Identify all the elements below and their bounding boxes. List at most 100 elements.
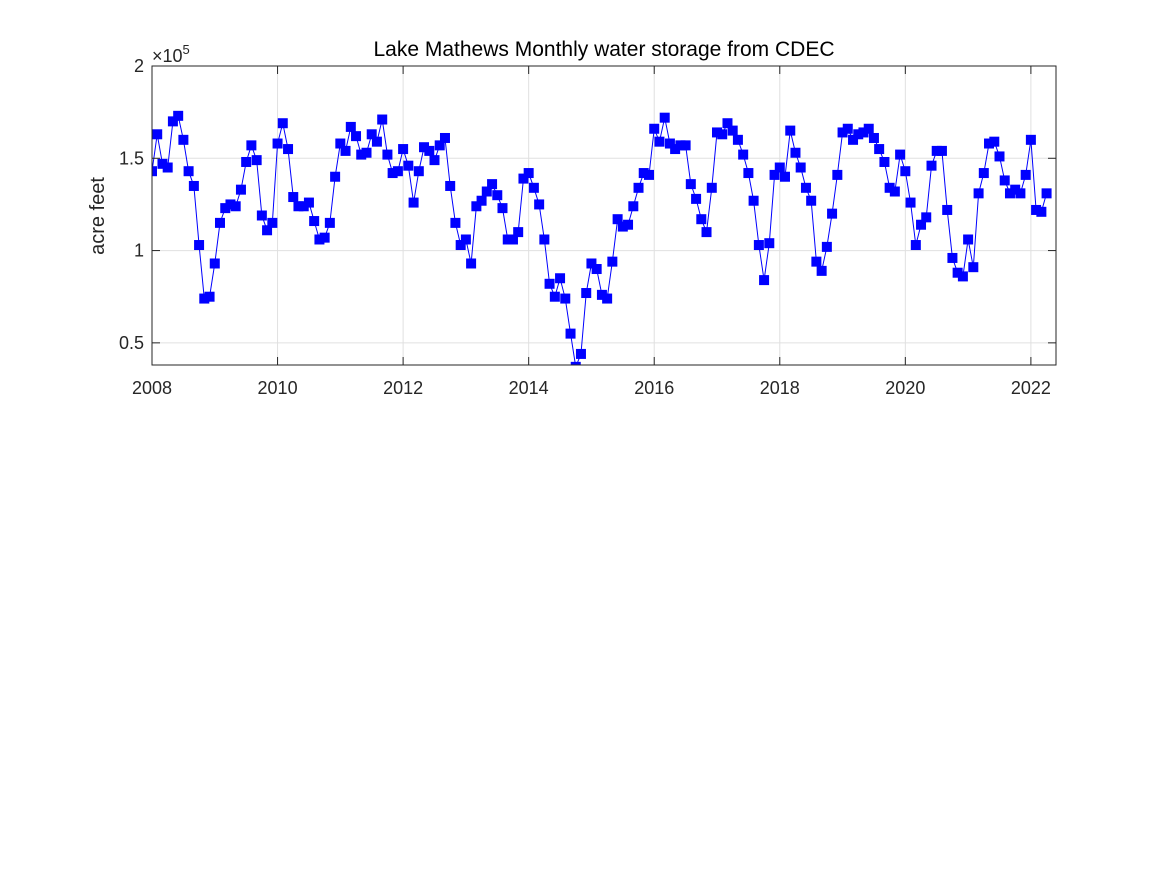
y-axis-exponent-power: 5: [183, 42, 190, 57]
data-point: [403, 160, 414, 171]
data-point: [183, 166, 194, 177]
data-point: [471, 201, 482, 212]
data-point: [633, 182, 644, 193]
data-point: [507, 234, 518, 245]
data-point: [591, 264, 602, 275]
data-point: [241, 156, 252, 167]
data-point: [790, 147, 801, 158]
data-point: [330, 171, 341, 182]
data-point: [549, 291, 560, 302]
data-point: [889, 186, 900, 197]
data-point: [424, 145, 435, 156]
data-point: [429, 155, 440, 166]
data-point: [152, 166, 157, 177]
data-point: [623, 219, 634, 230]
data-point: [916, 219, 927, 230]
y-tick-label: 1.5: [119, 148, 144, 168]
data-point: [162, 162, 173, 173]
data-point: [827, 208, 838, 219]
x-tick-label: 2022: [1011, 378, 1051, 398]
data-point: [277, 118, 288, 129]
data-point: [649, 123, 660, 134]
data-point: [513, 227, 524, 238]
data-point: [361, 147, 372, 158]
data-point: [1015, 188, 1026, 199]
data-point: [377, 114, 388, 125]
y-axis-exponent-base: ×10: [152, 46, 183, 66]
data-point: [968, 262, 979, 273]
data-point: [487, 179, 498, 190]
data-point: [816, 265, 827, 276]
data-point: [209, 258, 220, 269]
data-point: [989, 136, 1000, 147]
data-point: [900, 166, 911, 177]
data-point: [392, 166, 403, 177]
data-point: [539, 234, 550, 245]
data-point: [251, 155, 262, 166]
data-point: [832, 169, 843, 180]
data-point: [868, 132, 879, 143]
data-point: [795, 162, 806, 173]
data-point: [753, 240, 764, 251]
data-point: [194, 240, 205, 251]
data-point: [335, 138, 346, 149]
data-point: [439, 132, 450, 143]
data-point: [963, 234, 974, 245]
data-point: [309, 216, 320, 227]
y-tick-label: 0.5: [119, 333, 144, 353]
data-point: [230, 201, 241, 212]
plot-area: [152, 66, 1056, 365]
data-point: [607, 256, 618, 267]
data-point: [267, 217, 278, 228]
data-point: [319, 232, 330, 243]
data-point: [575, 348, 586, 359]
data-point: [999, 175, 1010, 186]
data-point: [764, 238, 775, 249]
data-point: [246, 140, 257, 151]
data-point: [534, 199, 545, 210]
series-group: [152, 110, 1052, 365]
data-point: [973, 188, 984, 199]
data-point: [863, 123, 874, 134]
data-point: [612, 214, 623, 225]
data-point: [696, 214, 707, 225]
data-point: [288, 192, 299, 203]
data-point: [445, 180, 456, 191]
data-point: [460, 234, 471, 245]
y-tick-label: 2: [134, 56, 144, 76]
data-point: [779, 171, 790, 182]
data-point: [895, 149, 906, 160]
data-point: [717, 129, 728, 140]
data-point: [152, 129, 163, 140]
data-point: [178, 134, 189, 145]
data-point: [497, 203, 508, 214]
data-point: [842, 123, 853, 134]
data-point: [748, 195, 759, 206]
axis-ticks: 2008 2010 2012 2014 2016 2018 2020 2022 0.5 1 1.5 2: [119, 56, 1056, 398]
data-point: [366, 129, 377, 140]
data-point: [685, 179, 696, 190]
x-tick-label: 2008: [132, 378, 172, 398]
data-point: [722, 118, 733, 129]
data-point: [345, 121, 356, 132]
data-point: [188, 180, 199, 191]
data-point: [800, 182, 811, 193]
data-point: [324, 217, 335, 228]
x-tick-label: 2014: [509, 378, 549, 398]
data-point: [785, 125, 796, 136]
data-point: [481, 186, 492, 197]
data-point: [173, 110, 184, 121]
data-point: [706, 182, 717, 193]
x-tick-label: 2020: [885, 378, 925, 398]
data-point: [978, 168, 989, 179]
data-point: [167, 116, 178, 127]
chart-title: Lake Mathews Monthly water storage from …: [373, 38, 834, 61]
data-point: [340, 145, 351, 156]
data-point: [936, 145, 947, 156]
data-point: [732, 134, 743, 145]
data-point: [942, 204, 953, 215]
data-point: [769, 169, 780, 180]
y-axis-exponent: ×105: [152, 42, 190, 66]
data-point: [957, 271, 968, 282]
